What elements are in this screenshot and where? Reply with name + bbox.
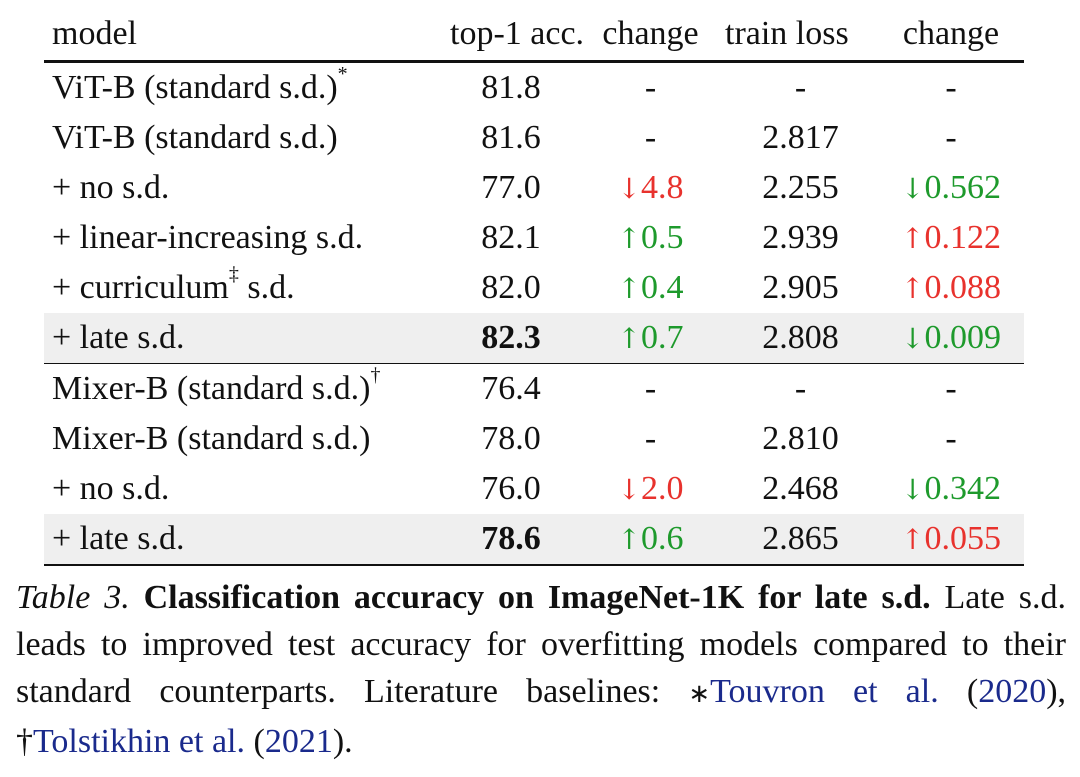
table-row: + linear-increasing s.d. 82.1 ↑0.5 2.939… bbox=[44, 213, 1024, 263]
table-header-row: model top-1 acc. change train loss chang… bbox=[44, 8, 1024, 62]
acc-change-cell: ↑0.4 bbox=[617, 269, 684, 306]
model-cell: Mixer-B (standard s.d.)† bbox=[52, 363, 381, 407]
citation-tolstikhin[interactable]: Tolstikhin et al. bbox=[33, 723, 245, 760]
down-arrow-icon: ↓ bbox=[901, 172, 925, 205]
table-caption: Table 3. Classification accuracy on Imag… bbox=[16, 579, 1067, 760]
table-row: Mixer-B (standard s.d.)† 76.4 - - - bbox=[44, 364, 1024, 415]
table-row: ViT-B (standard s.d.)* 81.8 - - - bbox=[44, 62, 1024, 114]
acc-cell: 81.8 bbox=[481, 69, 541, 106]
footnote-mark: ‡ bbox=[228, 262, 239, 285]
table-row: + no s.d. 77.0 ↓4.8 2.255 ↓0.562 bbox=[44, 163, 1024, 213]
acc-cell: 78.6 bbox=[444, 514, 578, 565]
acc-cell: 76.0 bbox=[481, 470, 541, 507]
up-arrow-icon: ↑ bbox=[901, 272, 925, 305]
loss-change-cell: ↑0.088 bbox=[901, 269, 1001, 306]
acc-change-cell: ↑0.7 bbox=[578, 313, 723, 364]
loss-change-cell: - bbox=[945, 119, 957, 156]
up-arrow-icon: ↑ bbox=[617, 222, 641, 255]
header-top1-acc: top-1 acc. bbox=[450, 15, 585, 52]
loss-change-cell: ↑0.055 bbox=[878, 514, 1024, 565]
up-arrow-icon: ↑ bbox=[901, 523, 925, 556]
header-acc-change: change bbox=[602, 15, 699, 52]
footnote-dagger: † bbox=[16, 723, 33, 760]
acc-change-cell: ↓4.8 bbox=[617, 169, 684, 206]
model-cell: Mixer-B (standard s.d.) bbox=[52, 420, 371, 457]
model-cell: ViT-B (standard s.d.)* bbox=[52, 62, 348, 106]
loss-change-cell: - bbox=[945, 370, 957, 407]
acc-cell: 82.3 bbox=[444, 313, 578, 364]
acc-change-cell: ↑0.6 bbox=[578, 514, 723, 565]
down-arrow-icon: ↓ bbox=[901, 322, 925, 355]
header-train-loss: train loss bbox=[725, 15, 849, 52]
acc-cell: 81.6 bbox=[481, 119, 541, 156]
table-row: + curriculum‡ s.d. 82.0 ↑0.4 2.905 ↑0.08… bbox=[44, 263, 1024, 313]
footnote-asterisk: ∗ bbox=[688, 679, 711, 709]
citation-tolstikhin-year[interactable]: 2021 bbox=[264, 723, 333, 760]
footnote-mark: † bbox=[370, 363, 381, 386]
results-table-container: model top-1 acc. change train loss chang… bbox=[44, 8, 1024, 566]
model-cell: + linear-increasing s.d. bbox=[52, 219, 364, 256]
citation-touvron[interactable]: Touvron et al. bbox=[710, 673, 939, 710]
model-cell: + no s.d. bbox=[52, 470, 170, 507]
acc-cell: 82.0 bbox=[481, 269, 541, 306]
down-arrow-icon: ↓ bbox=[617, 473, 641, 506]
acc-change-cell: - bbox=[644, 370, 657, 407]
table-row: + no s.d. 76.0 ↓2.0 2.468 ↓0.342 bbox=[44, 464, 1024, 514]
acc-change-cell: - bbox=[644, 119, 657, 156]
up-arrow-icon: ↑ bbox=[901, 222, 925, 255]
model-cell: + no s.d. bbox=[52, 169, 170, 206]
model-cell: ViT-B (standard s.d.) bbox=[52, 119, 338, 156]
down-arrow-icon: ↓ bbox=[901, 473, 925, 506]
loss-cell: 2.810 bbox=[762, 420, 839, 457]
citation-touvron-year[interactable]: 2020 bbox=[978, 673, 1047, 710]
acc-cell: 78.0 bbox=[481, 420, 541, 457]
acc-cell: 82.1 bbox=[481, 219, 541, 256]
table-row-highlighted: + late s.d. 82.3 ↑0.7 2.808 ↓0.009 bbox=[44, 313, 1024, 364]
table-row-highlighted: + late s.d. 78.6 ↑0.6 2.865 ↑0.055 bbox=[44, 514, 1024, 565]
caption-title: Classification accuracy on ImageNet-1K f… bbox=[143, 579, 931, 616]
up-arrow-icon: ↑ bbox=[617, 322, 641, 355]
loss-change-cell: ↑0.122 bbox=[901, 219, 1001, 256]
loss-cell: 2.808 bbox=[723, 313, 878, 364]
model-cell: + curriculum‡ s.d. bbox=[52, 262, 295, 306]
table-row: Mixer-B (standard s.d.) 78.0 - 2.810 - bbox=[44, 414, 1024, 464]
up-arrow-icon: ↑ bbox=[617, 272, 641, 305]
loss-cell: 2.255 bbox=[762, 169, 839, 206]
loss-change-cell: - bbox=[945, 420, 957, 457]
up-arrow-icon: ↑ bbox=[617, 523, 641, 556]
loss-cell: 2.865 bbox=[723, 514, 878, 565]
model-cell: + late s.d. bbox=[44, 514, 444, 565]
model-cell: + late s.d. bbox=[44, 313, 444, 364]
acc-change-cell: ↓2.0 bbox=[617, 470, 684, 507]
loss-cell: - bbox=[794, 69, 807, 106]
loss-cell: 2.817 bbox=[762, 119, 839, 156]
loss-cell: - bbox=[794, 370, 807, 407]
caption-label: Table 3. bbox=[16, 579, 130, 616]
loss-cell: 2.468 bbox=[762, 470, 839, 507]
down-arrow-icon: ↓ bbox=[617, 172, 641, 205]
caption-body: Late s.d. leads to improved test accurac… bbox=[16, 579, 1066, 710]
loss-change-cell: ↓0.342 bbox=[901, 470, 1001, 507]
acc-change-cell: ↑0.5 bbox=[617, 219, 684, 256]
loss-cell: 2.905 bbox=[762, 269, 839, 306]
loss-change-cell: - bbox=[945, 69, 957, 106]
loss-change-cell: ↓0.009 bbox=[878, 313, 1024, 364]
results-table: model top-1 acc. change train loss chang… bbox=[44, 8, 1024, 566]
loss-change-cell: ↓0.562 bbox=[901, 169, 1001, 206]
acc-change-cell: - bbox=[644, 69, 657, 106]
footnote-mark: * bbox=[337, 62, 348, 85]
table-row: ViT-B (standard s.d.) 81.6 - 2.817 - bbox=[44, 113, 1024, 163]
header-model: model bbox=[52, 15, 137, 52]
loss-cell: 2.939 bbox=[762, 219, 839, 256]
header-loss-change: change bbox=[902, 15, 1000, 52]
acc-change-cell: - bbox=[644, 420, 657, 457]
acc-cell: 77.0 bbox=[481, 169, 541, 206]
acc-cell: 76.4 bbox=[481, 370, 541, 407]
